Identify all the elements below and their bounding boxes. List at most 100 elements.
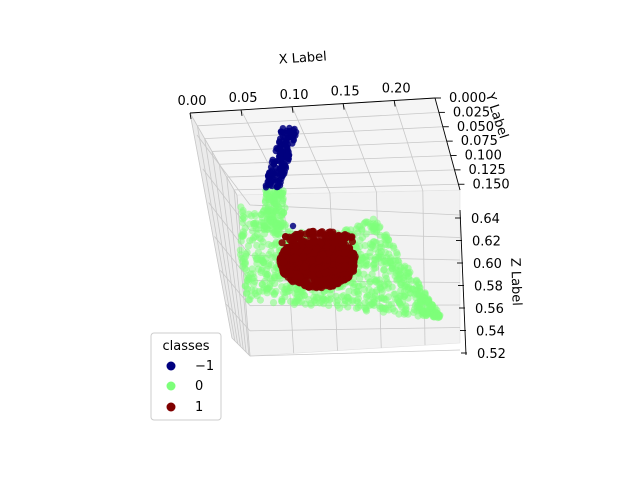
point-class-0 [293,297,301,305]
point-class-0 [245,210,253,218]
point-class-1 [278,239,286,247]
point-class-0 [354,222,362,230]
point-class-0 [256,296,264,304]
point-class-0 [380,265,388,273]
point-class-0 [362,259,370,267]
point-class-1 [308,271,316,279]
point-class-0 [400,264,408,272]
x-tick-label: 0.00 [178,94,207,109]
scatter-points [236,124,444,322]
point-class-0 [294,291,302,299]
point-class-0 [357,250,365,258]
point-class-0 [268,254,276,262]
point-class-0 [248,275,256,283]
x-tick-mark [189,112,192,120]
y-tick-label: 0.100 [465,149,502,164]
point-class-0 [422,311,430,320]
point-class-0 [246,296,254,304]
point-class-1 [348,233,356,241]
point-class-0 [370,238,378,246]
point-class-0 [426,304,434,312]
point-class-0 [286,227,294,235]
point-class-1 [292,233,301,241]
point-class-1 [289,254,298,263]
point-class-neg1 [268,182,276,190]
point-class-0 [240,230,248,238]
point-class-0 [395,258,403,266]
point-class-1 [303,246,312,255]
point-class-0 [237,203,245,211]
point-class-0 [388,265,396,273]
point-class-1 [322,281,330,290]
point-class-0 [344,303,352,311]
point-class-0 [325,296,334,304]
point-class-0 [360,285,369,293]
x-tick-mark [342,103,345,110]
point-class-0 [393,249,401,257]
point-class-1 [317,228,325,236]
point-class-0 [253,241,261,250]
y-grid-line [219,155,451,165]
point-class-0 [251,222,259,230]
point-class-0 [250,234,258,242]
point-class-1 [335,255,344,264]
point-class-0 [334,296,342,304]
point-class-1 [279,265,287,274]
point-class-0 [422,297,430,305]
y-grid-line-side [204,138,239,344]
point-class-0 [271,266,279,274]
point-class-0 [266,275,274,283]
z-grid-line-side [231,337,251,357]
point-class-neg1 [284,141,291,149]
point-class-0 [370,259,379,268]
point-class-1 [299,253,308,261]
z-tick-label: 0.60 [473,257,502,272]
legend-label-1: 1 [195,400,203,415]
y-grid-line [204,126,443,140]
legend-title: classes [162,339,209,354]
point-class-0 [273,208,281,216]
point-class-1 [296,273,304,281]
point-class-0 [385,250,393,258]
point-class-0 [278,295,286,303]
point-class-1 [300,262,309,271]
point-class-neg1 [276,172,284,179]
point-class-1 [321,269,329,277]
y-grid-line-side [189,112,233,339]
point-class-0 [358,233,367,242]
point-class-0 [242,250,250,258]
point-class-1 [335,232,344,240]
x-tick-label: 0.20 [382,82,411,97]
point-class-1 [283,246,291,255]
z-grid-line [249,349,461,357]
point-class-0 [263,265,271,273]
point-class-0 [366,220,374,228]
point-class-0 [382,296,390,304]
y-grid-line-side [196,125,236,341]
x-tick-label: 0.15 [331,85,360,100]
point-class-0 [345,287,353,295]
point-class-1 [331,238,339,247]
point-class-0 [371,288,379,296]
z-tick-label: 0.64 [471,212,500,227]
y-tick-label: 0.050 [457,120,494,135]
y-grid-line [212,140,447,152]
point-class-0 [360,270,368,278]
x-tick-mark [291,106,294,113]
point-class-0 [273,196,281,204]
point-class-neg1 [283,152,291,159]
point-class-0 [383,234,391,242]
x-grid-line-back [236,194,251,357]
point-class-0 [366,278,374,286]
point-class-0 [265,240,273,249]
point-class-0 [413,307,421,315]
point-class-0 [400,292,408,301]
point-class-0 [402,309,410,317]
point-class-0 [267,261,275,269]
y-tick-label: 0.000 [449,91,486,106]
z-tick-label: 0.58 [474,280,503,295]
point-class-neg1 [279,156,286,163]
point-class-0 [366,301,374,309]
legend-label-neg1: −1 [195,359,214,374]
